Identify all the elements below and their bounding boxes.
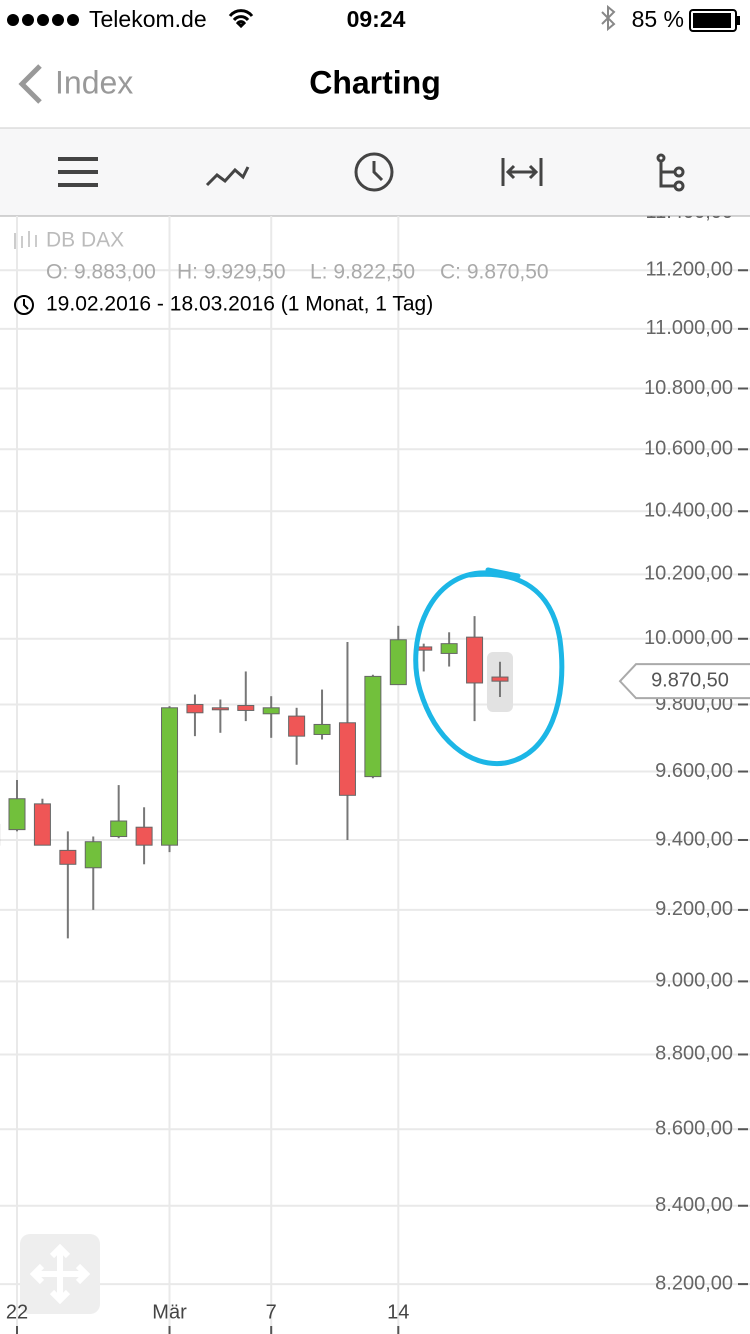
current-price-label: 9.870,50	[651, 669, 729, 691]
clock-icon	[14, 295, 34, 315]
candle-body	[389, 639, 407, 686]
candle-body	[262, 707, 280, 715]
y-tick-label: 11.000,00	[646, 317, 734, 339]
date-range: 19.02.2016 - 18.03.2016 (1 Monat, 1 Tag)	[46, 293, 433, 316]
x-tick-label: Mär	[152, 1301, 187, 1323]
y-tick-label: 8.400,00	[655, 1194, 733, 1216]
candle-body	[466, 636, 484, 684]
candle-body	[33, 803, 51, 846]
x-tick-label: 22	[6, 1301, 28, 1323]
candle-body	[237, 704, 255, 711]
x-tick-label: 14	[387, 1301, 409, 1323]
y-tick-label: 11.400,00	[646, 201, 734, 223]
annotation-circle	[413, 567, 565, 767]
candle-body	[8, 798, 26, 831]
candle-body	[211, 707, 229, 711]
candle-body	[313, 723, 331, 735]
y-tick-label: 10.200,00	[644, 563, 733, 585]
candle-body	[161, 707, 179, 846]
battery-level: 85 %	[632, 6, 684, 32]
carrier: Telekom.de	[89, 6, 207, 32]
ohlc-open: O: 9.883,00	[46, 261, 156, 284]
y-tick-label: 8.600,00	[655, 1118, 733, 1140]
y-tick-label: 10.800,00	[644, 377, 733, 399]
ohlc-close: C: 9.870,50	[440, 261, 549, 284]
back-button[interactable]: Index	[55, 64, 133, 100]
back-arrow[interactable]	[18, 64, 42, 104]
candle-body	[186, 703, 204, 714]
range-button[interactable]	[501, 158, 543, 186]
y-tick-label: 9.200,00	[655, 898, 733, 920]
wifi-icon	[228, 9, 254, 29]
y-tick-label: 9.000,00	[655, 970, 733, 992]
signal	[7, 14, 79, 26]
y-tick-label: 10.600,00	[644, 438, 733, 460]
candle-body	[59, 849, 77, 865]
candle-body	[440, 643, 458, 654]
period-button[interactable]	[354, 152, 394, 192]
indicator-button[interactable]	[656, 153, 685, 192]
y-tick-label: 9.400,00	[655, 828, 733, 850]
candle-body	[84, 841, 102, 869]
x-tick-label: 7	[266, 1301, 277, 1323]
candle-body	[110, 820, 128, 838]
instrument-name: DB DAX	[46, 229, 124, 252]
nav-title: Charting	[309, 64, 441, 100]
current-price-tag	[618, 663, 750, 700]
chart-type-button[interactable]	[205, 166, 250, 187]
plot-area: 8.200,00 8.400,00 8.600,00 8.800,00 9.000,00…	[0, 201, 750, 1334]
y-tick-label: 11.200,00	[646, 259, 734, 281]
clock: 09:24	[347, 6, 406, 32]
candle-body	[135, 826, 153, 846]
chart-type-icon	[14, 231, 37, 249]
candle-body	[338, 722, 356, 796]
y-tick-label: 10.000,00	[644, 627, 733, 649]
y-tick-label: 10.400,00	[644, 500, 733, 522]
candle-body	[364, 675, 382, 778]
ohlc-low: L: 9.822,50	[310, 261, 415, 284]
ohlc-high: H: 9.929,50	[177, 261, 286, 284]
y-tick-label: 9.600,00	[655, 760, 733, 782]
y-tick-label: 8.200,00	[655, 1272, 733, 1294]
candle-body	[491, 676, 509, 682]
y-tick-label: 8.800,00	[655, 1043, 733, 1065]
menu-button[interactable]	[58, 157, 98, 187]
candle-body	[288, 715, 306, 737]
battery-icon	[689, 9, 740, 32]
pan-control[interactable]	[20, 1234, 100, 1314]
bluetooth-icon	[601, 4, 616, 32]
